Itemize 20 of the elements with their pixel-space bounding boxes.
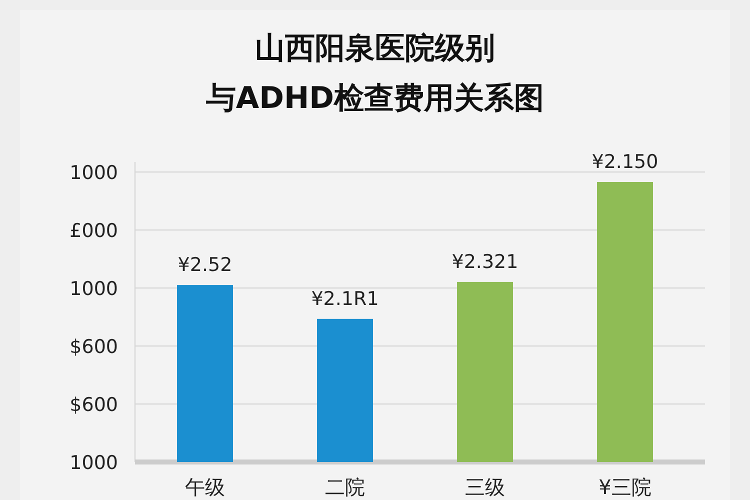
x-tick-label: ¥三院 — [598, 475, 652, 499]
bar — [317, 318, 373, 462]
bar — [177, 285, 233, 462]
chart-title: 山西阳泉医院级别 — [255, 31, 495, 66]
x-tick-label: 午级 — [185, 475, 225, 499]
annotation: ¥2.52 — [178, 254, 232, 276]
bar — [457, 282, 513, 462]
x-tick-label: 三级 — [465, 475, 505, 499]
text: $600 — [70, 394, 118, 416]
x-tick-label: 二院 — [325, 475, 365, 499]
text: 1000 — [70, 278, 118, 300]
text: 1000 — [70, 162, 118, 184]
annotation: ¥2.1R1 — [311, 288, 379, 310]
text: £000 — [70, 220, 118, 242]
text: $600 — [70, 336, 118, 358]
bar — [597, 182, 653, 462]
annotation: ¥2.150 — [592, 151, 658, 173]
annotation: ¥2.321 — [452, 250, 518, 273]
text: 1000 — [70, 452, 118, 474]
chart-subtitle: 与ADHD检查费用关系图 — [204, 81, 544, 116]
